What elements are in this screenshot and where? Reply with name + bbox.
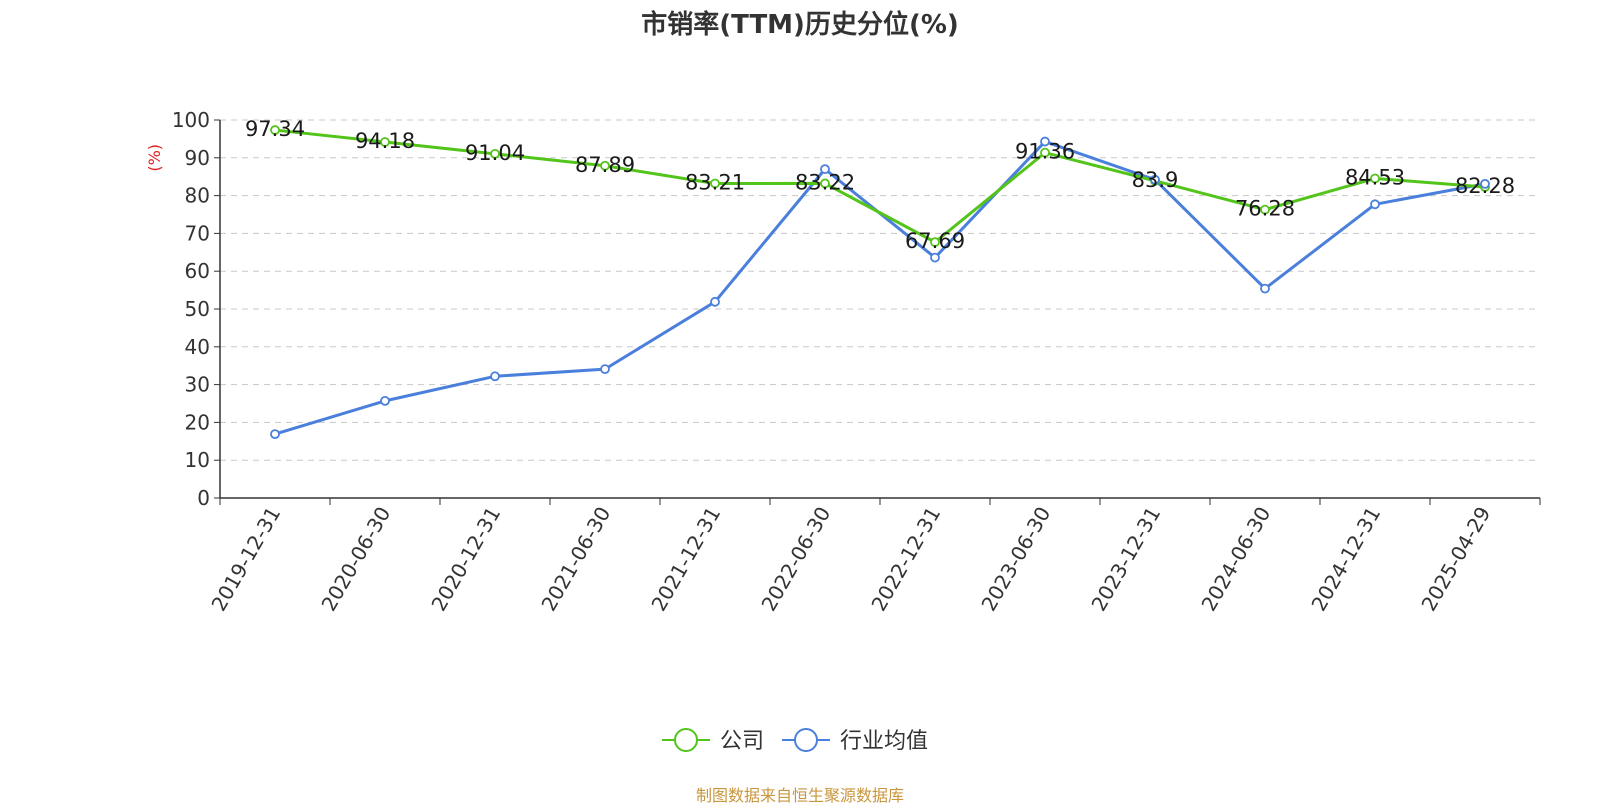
- legend-label: 行业均值: [840, 729, 928, 754]
- x-tick-label: 2024-06-30: [1196, 503, 1275, 616]
- x-tick-label: 2025-04-29: [1416, 503, 1495, 616]
- data-label: 76.28: [1235, 197, 1295, 221]
- data-point: [1150, 174, 1160, 185]
- data-point: [710, 178, 720, 189]
- data-point: [600, 364, 610, 375]
- data-label: 91.04: [465, 141, 525, 165]
- data-label: 97.34: [245, 117, 305, 141]
- data-point: [490, 148, 500, 159]
- data-label: 83.9: [1132, 168, 1179, 192]
- y-tick-label: 20: [185, 410, 210, 434]
- data-label: 91.36: [1015, 140, 1075, 164]
- data-point: [1040, 147, 1050, 158]
- y-tick-label: 80: [185, 184, 210, 208]
- data-point: [490, 371, 500, 382]
- series-line: [274, 128, 1486, 244]
- x-tick-label: 2019-12-31: [206, 503, 285, 616]
- y-tick-label: 40: [185, 335, 210, 359]
- legend-item: 行业均值: [782, 728, 928, 754]
- series-line: [274, 140, 1486, 436]
- data-point: [270, 429, 280, 440]
- data-label: 82.28: [1455, 174, 1515, 198]
- x-tick-label: 2022-12-31: [866, 503, 945, 616]
- x-tick-label: 2023-06-30: [976, 503, 1055, 616]
- chart-title: 市销率(TTM)历史分位(%): [641, 10, 959, 40]
- data-point: [270, 125, 280, 135]
- x-tick-label: 2020-12-31: [426, 503, 505, 616]
- data-point: [1040, 136, 1050, 147]
- data-point: [1370, 173, 1380, 184]
- data-label: 83.22: [795, 170, 855, 194]
- legend-item: 公司: [662, 728, 764, 754]
- data-labels: 97.34 94.18 91.04 87.89 83.21 83.22 67.69 91.36…: [245, 117, 1515, 253]
- y-tick-label: 100: [172, 108, 210, 132]
- data-point: [710, 296, 720, 307]
- data-label: 94.18: [355, 129, 415, 153]
- y-tick-label: 30: [185, 373, 210, 397]
- data-point: [1260, 204, 1270, 215]
- data-point: [820, 164, 830, 175]
- y-tick-label: 60: [185, 259, 210, 283]
- y-tick-label: 0: [197, 486, 210, 510]
- data-label: 67.69: [905, 229, 965, 253]
- x-tick-label: 2021-06-30: [536, 503, 615, 616]
- legend-marker: [674, 728, 698, 752]
- source-note: 制图数据来自恒生聚源数据库: [695, 786, 904, 805]
- data-label: 87.89: [575, 153, 635, 177]
- data-point: [1370, 199, 1380, 210]
- x-tick-label: 2022-06-30: [756, 503, 835, 616]
- data-point: [380, 137, 390, 147]
- data-point: [1260, 283, 1270, 294]
- legend-marker: [794, 728, 818, 752]
- series: [270, 125, 1490, 440]
- data-point: [820, 178, 830, 189]
- x-tick-label: 2020-06-30: [316, 503, 395, 616]
- data-label: 84.53: [1345, 165, 1405, 189]
- y-axis-label: (%): [145, 144, 164, 172]
- data-point: [930, 252, 940, 263]
- grid-lines: [220, 119, 1540, 461]
- legend-label: 公司: [720, 729, 764, 754]
- data-label: 83.21: [685, 170, 745, 194]
- x-tick-label: 2021-12-31: [646, 503, 725, 616]
- y-tick-label: 10: [185, 448, 210, 472]
- x-tick-label: 2024-12-31: [1306, 503, 1385, 616]
- y-tick-label: 70: [185, 221, 210, 245]
- data-point: [600, 160, 610, 171]
- x-tick-label: 2023-12-31: [1086, 503, 1165, 616]
- data-point: [1480, 178, 1490, 189]
- data-point: [930, 237, 940, 248]
- legend: 公司 行业均值: [662, 728, 928, 754]
- y-tick-label: 50: [185, 297, 210, 321]
- y-tick-label: 90: [185, 146, 210, 170]
- data-point: [380, 395, 390, 406]
